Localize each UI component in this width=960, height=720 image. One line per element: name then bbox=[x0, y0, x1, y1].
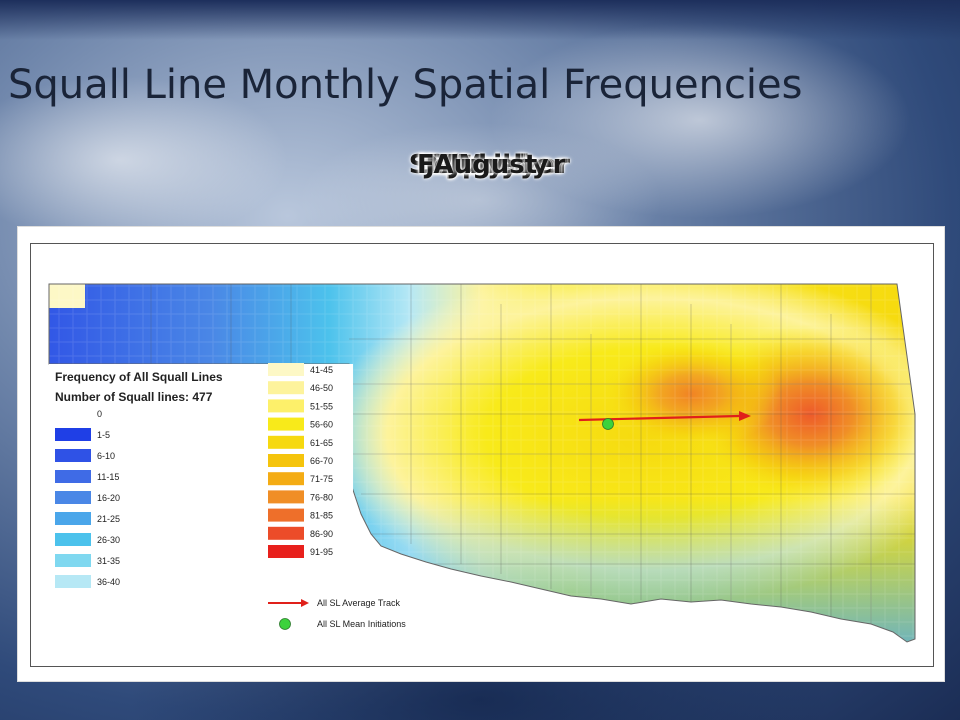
legend-right-label-8: 81-85 bbox=[310, 511, 333, 521]
month-label-april: April bbox=[441, 150, 512, 180]
month-label-july: July bbox=[450, 150, 505, 180]
month-label-january: January bbox=[425, 150, 537, 180]
track-legend-arrowhead bbox=[301, 599, 309, 607]
legend-right-swatch-2 bbox=[268, 399, 304, 413]
month-label-may: May bbox=[458, 150, 518, 180]
legend-subtitle: Number of Squall lines: 477 bbox=[55, 390, 213, 404]
mean-initiation-marker bbox=[602, 418, 614, 430]
legend-right-label-9: 86-90 bbox=[310, 529, 333, 539]
legend-right-label-2: 51-55 bbox=[310, 401, 333, 411]
legend-right-swatch-0 bbox=[268, 363, 304, 376]
legend-right-swatch-4 bbox=[268, 435, 304, 449]
legend-right-swatch-8 bbox=[268, 508, 304, 522]
legend-left-swatch-7 bbox=[55, 554, 91, 567]
legend-right-swatch-7 bbox=[268, 490, 304, 504]
legend-left-label-7: 31-35 bbox=[97, 556, 120, 566]
legend-left-swatch-4 bbox=[55, 491, 91, 504]
map-panel: Frequency of All Squall Lines Number of … bbox=[17, 226, 945, 682]
oklahoma-frequency-map: Frequency of All Squall Lines Number of … bbox=[48, 283, 916, 666]
legend-right-label-4: 61-65 bbox=[310, 438, 333, 448]
legend-right-label-10: 91-95 bbox=[310, 547, 333, 557]
legend-left-label-2: 6-10 bbox=[97, 451, 115, 461]
legend-box: Frequency of All Squall Lines Number of … bbox=[49, 363, 406, 666]
initiation-legend-label: All SL Mean Initiations bbox=[317, 619, 406, 629]
legend-right-label-1: 46-50 bbox=[310, 383, 333, 393]
month-label-september: September bbox=[408, 150, 570, 180]
month-label-november: November bbox=[417, 150, 568, 180]
legend-left-label-1: 1-5 bbox=[97, 430, 110, 440]
month-label-august: August bbox=[433, 150, 538, 180]
month-label-december: December bbox=[417, 150, 566, 180]
legend-left-label-0: 0 bbox=[97, 409, 102, 419]
slide-title: Squall Line Monthly Spatial Frequencies bbox=[8, 62, 803, 108]
legend-right-label-7: 76-80 bbox=[310, 492, 333, 502]
month-label-february: February bbox=[417, 150, 549, 180]
legend-right-label-6: 71-75 bbox=[310, 474, 333, 484]
top-band bbox=[0, 0, 960, 40]
legend-right-swatch-9 bbox=[268, 526, 304, 540]
legend-right-swatch-10 bbox=[268, 545, 304, 558]
track-legend-label: All SL Average Track bbox=[317, 598, 401, 608]
legend-left-label-6: 26-30 bbox=[97, 535, 120, 545]
initiation-legend-marker bbox=[279, 618, 291, 630]
legend-right-label-0: 41-45 bbox=[310, 365, 333, 375]
legend-right-swatch-6 bbox=[268, 472, 304, 486]
month-label-march: March bbox=[441, 150, 532, 180]
average-track bbox=[578, 411, 751, 430]
legend-left-label-4: 16-20 bbox=[97, 493, 120, 503]
legend-left-label-8: 36-40 bbox=[97, 577, 120, 587]
legend-right-label-5: 66-70 bbox=[310, 456, 333, 466]
legend-left-swatch-8 bbox=[55, 575, 91, 588]
average-track-arrowhead bbox=[739, 411, 751, 421]
legend-right-swatch-5 bbox=[268, 454, 304, 467]
legend-title: Frequency of All Squall Lines bbox=[55, 370, 223, 384]
month-label-october: October bbox=[425, 150, 543, 180]
legend-left-label-5: 21-25 bbox=[97, 514, 120, 524]
legend-left-swatch-0 bbox=[55, 407, 91, 420]
overlapping-month-labels: September October November December January F… bbox=[378, 150, 588, 192]
legend-right-label-3: 56-60 bbox=[310, 420, 333, 430]
legend-left-swatch-2 bbox=[55, 449, 91, 462]
legend-right-swatch-3 bbox=[268, 417, 304, 431]
legend-right-swatch-1 bbox=[268, 381, 304, 395]
month-label-june: June bbox=[450, 150, 515, 180]
legend-left-label-3: 11-15 bbox=[97, 472, 119, 482]
legend-left-swatch-5 bbox=[55, 512, 91, 525]
legend-left-swatch-1 bbox=[55, 428, 91, 441]
legend-left-swatch-3 bbox=[55, 470, 91, 483]
map-frame: Frequency of All Squall Lines Number of … bbox=[30, 243, 934, 667]
legend-left-swatch-6 bbox=[55, 533, 91, 546]
